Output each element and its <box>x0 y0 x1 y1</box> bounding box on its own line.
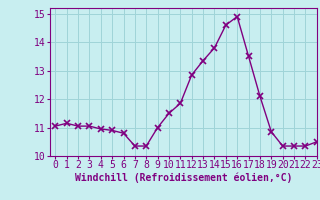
X-axis label: Windchill (Refroidissement éolien,°C): Windchill (Refroidissement éolien,°C) <box>75 173 292 183</box>
